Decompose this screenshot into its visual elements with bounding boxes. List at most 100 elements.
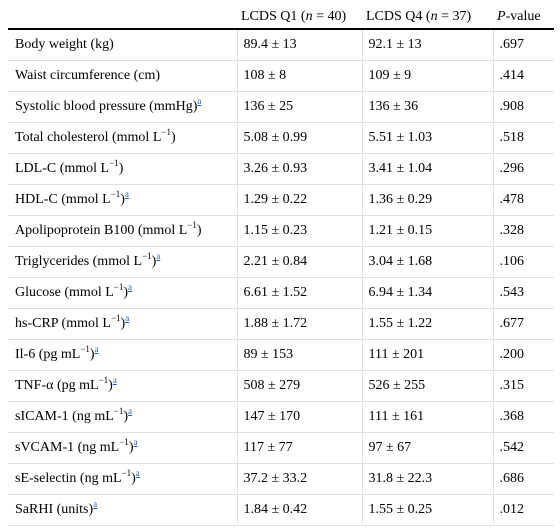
table-row: Waist circumference (cm) 108 ± 8 109 ± 9.4… xyxy=(8,60,554,92)
table-cell: 92.1 ± 13 xyxy=(362,29,494,61)
text-run: ) xyxy=(123,409,129,424)
table-cell: 1.55 ± 0.25 xyxy=(362,494,494,526)
table-row: sICAM-1 (ng mL−1)a 147 ± 170 111 ± 161.368 xyxy=(8,401,554,433)
table-cell: .106 xyxy=(493,246,554,278)
table-row: Glucose (mmol L−1)a 6.61 ± 1.52 6.94 ± 1.3… xyxy=(8,277,554,309)
text-run: ) xyxy=(108,378,113,393)
row-label: LDL-C (mmol L−1) xyxy=(8,153,238,185)
superscript: −1 xyxy=(121,468,132,478)
text-run: ) xyxy=(120,316,126,331)
table-cell: 97 ± 67 xyxy=(362,432,494,464)
row-label: sE-selectin (ng mL−1)a xyxy=(8,463,238,495)
superscript: −1 xyxy=(98,375,109,385)
header-row: LCDS Q1 (n = 40) LCDS Q4 (n = 37) P-value xyxy=(8,6,554,30)
text-run: ) xyxy=(120,192,125,207)
footnote-link[interactable]: a xyxy=(112,375,117,385)
table-cell: .328 xyxy=(493,215,554,247)
table-cell: .296 xyxy=(493,153,554,185)
text-run: LCDS Q1 ( xyxy=(241,9,306,24)
text-run: Waist circumference (cm) xyxy=(15,68,161,83)
footnote-link[interactable]: a xyxy=(94,344,99,354)
text-run: Total cholesterol (mmol L xyxy=(15,130,162,145)
superscript: −1 xyxy=(113,406,124,416)
row-label: hs-CRP (mmol L−1)a xyxy=(8,308,238,340)
text-run: sVCAM-1 (ng mL xyxy=(15,440,120,455)
footnote-link[interactable]: a xyxy=(124,189,129,199)
footnote-link[interactable]: a xyxy=(135,468,140,478)
superscript: −1 xyxy=(113,282,124,292)
column-header xyxy=(8,6,237,30)
row-label: Waist circumference (cm) xyxy=(8,60,238,92)
table-cell: .200 xyxy=(493,339,554,371)
table-cell: 508 ± 279 xyxy=(237,370,363,402)
table-cell: 117 ± 77 xyxy=(237,432,363,464)
table-row: TNF-α (pg mL−1)a 508 ± 279 526 ± 255.315 xyxy=(8,370,554,402)
row-label: Triglycerides (mmol L−1)a xyxy=(8,246,238,278)
table-cell: 147 ± 170 xyxy=(237,401,363,433)
text-run: SaRHI (units) xyxy=(15,502,94,517)
footnote-link[interactable]: a xyxy=(93,499,98,509)
superscript: −1 xyxy=(142,251,152,261)
table-cell: .908 xyxy=(493,91,554,123)
text-run: ) xyxy=(170,130,176,145)
column-header: P-value xyxy=(493,6,554,30)
text-run: TNF-α (pg mL xyxy=(15,378,99,393)
table-cell: 5.51 ± 1.03 xyxy=(362,122,494,154)
table-row: Body weight (kg) 89.4 ± 13 92.1 ± 13.697 xyxy=(8,29,554,61)
footnote-link[interactable]: a xyxy=(133,437,138,447)
table-cell: 1.88 ± 1.72 xyxy=(237,308,363,340)
table-cell: .542 xyxy=(493,432,554,464)
text-run: n xyxy=(305,9,313,24)
footnote-link[interactable]: a xyxy=(156,251,161,261)
superscript: −1 xyxy=(80,344,90,354)
footnote-link[interactable]: a xyxy=(128,282,133,292)
row-label: TNF-α (pg mL−1)a xyxy=(8,370,238,402)
table-cell: .368 xyxy=(493,401,554,433)
table-row: HDL-C (mmol L−1)a 1.29 ± 0.22 1.36 ± 0.29.… xyxy=(8,184,554,216)
row-label: Total cholesterol (mmol L−1) xyxy=(8,122,238,154)
table-cell: 526 ± 255 xyxy=(362,370,494,402)
table-row: sE-selectin (ng mL−1)a 37.2 ± 33.2 31.8 ± … xyxy=(8,463,554,495)
table-cell: 6.61 ± 1.52 xyxy=(237,277,363,309)
table-cell: .012 xyxy=(493,494,554,526)
table-cell: 31.8 ± 22.3 xyxy=(362,463,494,495)
table-cell: 1.55 ± 1.22 xyxy=(362,308,494,340)
row-label: Il-6 (pg mL−1)a xyxy=(8,339,238,371)
table-cell: 1.15 ± 0.23 xyxy=(237,215,363,247)
superscript: −1 xyxy=(110,313,121,323)
row-label: sICAM-1 (ng mL−1)a xyxy=(8,401,238,433)
text-run: -value xyxy=(505,9,541,24)
table-cell: 89.4 ± 13 xyxy=(237,29,363,61)
table-cell: 111 ± 201 xyxy=(362,339,494,371)
table-cell: 1.29 ± 0.22 xyxy=(237,184,363,216)
text-run: n xyxy=(430,9,438,24)
table-cell: 136 ± 36 xyxy=(362,91,494,123)
footnote-link[interactable]: a xyxy=(128,406,133,416)
table-cell: 109 ± 9 xyxy=(362,60,494,92)
table-cell: 136 ± 25 xyxy=(237,91,363,123)
data-table: LCDS Q1 (n = 40) LCDS Q4 (n = 37) P-value … xyxy=(8,6,554,526)
text-run: LDL-C (mmol L xyxy=(15,161,110,176)
table-cell: .518 xyxy=(493,122,554,154)
superscript: −1 xyxy=(110,189,121,199)
table-row: Il-6 (pg mL−1)a 89 ± 153 111 ± 201.200 xyxy=(8,339,554,371)
text-run: Glucose (mmol L xyxy=(15,285,114,300)
footnote-link[interactable]: a xyxy=(197,96,202,106)
text-run: hs-CRP (mmol L xyxy=(15,316,111,331)
table-cell: .315 xyxy=(493,370,554,402)
row-label: Glucose (mmol L−1)a xyxy=(8,277,238,309)
text-run: ) xyxy=(131,471,136,486)
text-run: ) xyxy=(128,440,134,455)
table-body: Body weight (kg) 89.4 ± 13 92.1 ± 13.697 Wa… xyxy=(8,29,554,526)
table-cell: .697 xyxy=(493,29,554,61)
column-header: LCDS Q4 (n = 37) xyxy=(362,6,493,30)
text-run: ) xyxy=(123,285,129,300)
superscript: −1 xyxy=(161,127,171,137)
footnote-link[interactable]: a xyxy=(125,313,130,323)
table-row: sVCAM-1 (ng mL−1)a 117 ± 77 97 ± 67.542 xyxy=(8,432,554,464)
superscript: −1 xyxy=(119,437,129,447)
table-cell: 2.21 ± 0.84 xyxy=(237,246,363,278)
table-row: LDL-C (mmol L−1) 3.26 ± 0.93 3.41 ± 1.04.2… xyxy=(8,153,554,185)
text-run: Triglycerides (mmol L xyxy=(15,254,143,269)
table-cell: 111 ± 161 xyxy=(362,401,494,433)
